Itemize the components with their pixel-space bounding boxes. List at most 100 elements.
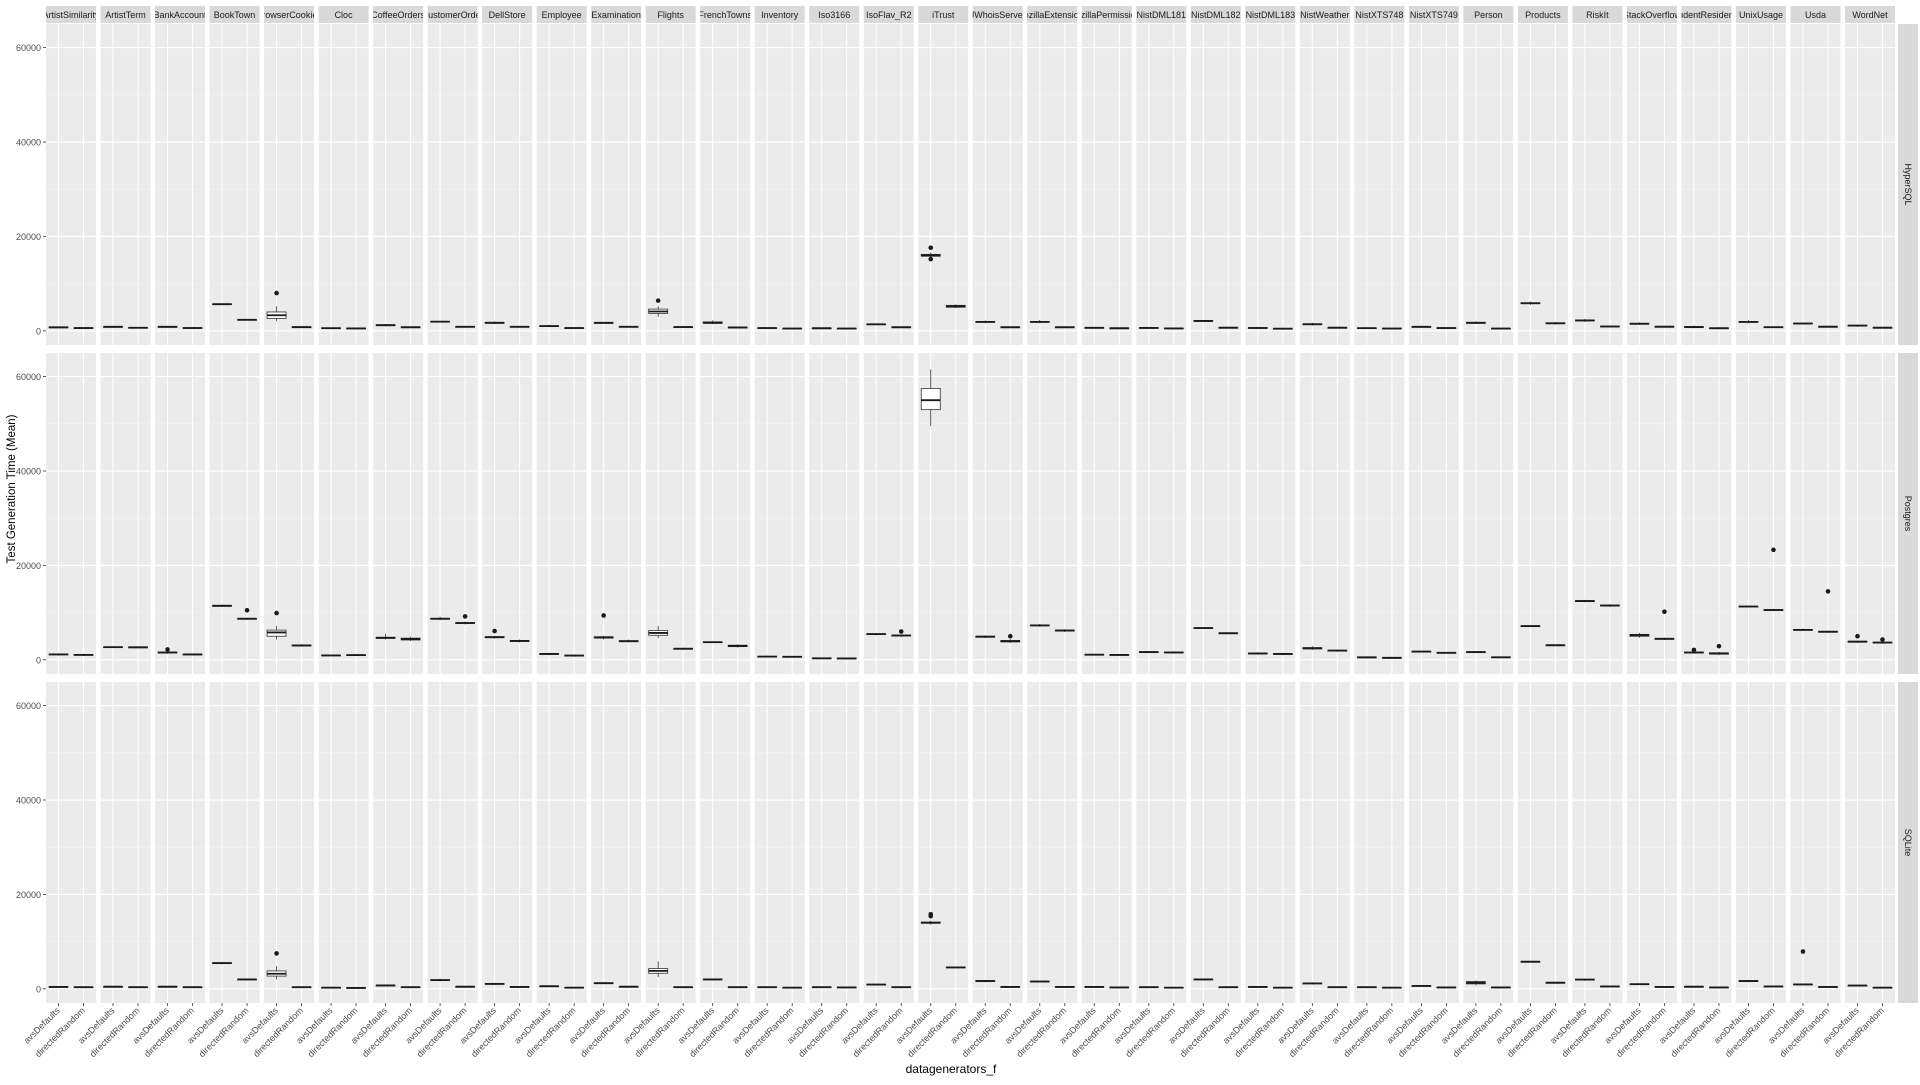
strip-background (918, 6, 969, 23)
box-directedRandom (291, 644, 312, 647)
box-directedRandom (1763, 547, 1784, 612)
panel-Postgres-NistXTS748 (1354, 353, 1405, 674)
strip-background (645, 6, 696, 23)
strip-label: Inventory (761, 10, 799, 20)
strip-label: iTrust (932, 10, 955, 20)
strip-label: JWhoisServer (970, 10, 1026, 20)
panel-HyperSQL-Person (1463, 24, 1514, 345)
box-directedRandom (455, 985, 476, 988)
box-directedRandom (1872, 986, 1893, 989)
panel-background (155, 24, 206, 345)
box-directedRandom (400, 326, 421, 329)
box-directedRandom (237, 318, 257, 321)
panel-SQLite-BankAccount (155, 682, 206, 1003)
box-avsDefaults (1302, 982, 1323, 985)
panel-background (482, 24, 533, 345)
box-avsDefaults (757, 986, 778, 989)
row-strip-SQLite: SQLite (1898, 682, 1918, 1003)
panel-background (1081, 353, 1132, 674)
strip-background (264, 6, 315, 23)
strip-background (427, 6, 478, 23)
box-directedRandom (836, 327, 857, 330)
box-directedRandom (1600, 325, 1620, 328)
outlier-point (492, 628, 497, 634)
box-avsDefaults (1629, 322, 1650, 325)
box-directedRandom (1163, 986, 1184, 989)
panel-HyperSQL-StackOverflow (1626, 24, 1677, 345)
box-avsDefaults (702, 978, 723, 981)
box-avsDefaults (48, 985, 69, 988)
box-body (920, 388, 941, 411)
box-avsDefaults (1356, 656, 1377, 659)
panel-background (1844, 682, 1895, 1003)
box-directedRandom (1872, 637, 1893, 644)
panel-HyperSQL-MozillaPermissions (1081, 24, 1132, 345)
panel-Postgres-Cloc (318, 353, 369, 674)
strip-label: Person (1474, 10, 1503, 20)
panel-SQLite-WordNet (1844, 682, 1895, 1003)
box-avsDefaults (920, 369, 941, 427)
panel-background (1790, 682, 1841, 1003)
strip-background (1245, 6, 1296, 23)
strip-background (754, 6, 805, 23)
box-directedRandom (727, 644, 748, 648)
panel-SQLite-IsoFlav_R2 (863, 682, 914, 1003)
strip-iTrust: iTrust (918, 6, 969, 23)
box-directedRandom (509, 985, 530, 988)
panel-Postgres-Usda (1790, 353, 1841, 674)
panel-background (1081, 24, 1132, 345)
strip-NistWeather: NistWeather (1299, 6, 1350, 23)
panel-HyperSQL-NistDML181 (1136, 24, 1187, 345)
strip-background (1790, 6, 1841, 23)
panel-Postgres-NistWeather (1299, 353, 1350, 674)
x-axis: avsDefaultsdirectedRandomavsDefaultsdire… (22, 1003, 1886, 1059)
box-directedRandom (1709, 643, 1729, 656)
panel-background (1681, 24, 1732, 345)
box-directedRandom (945, 966, 966, 969)
panel-Postgres-JWhoisServer (972, 353, 1023, 674)
panel-background (1626, 24, 1677, 345)
box-avsDefaults (648, 961, 669, 978)
strip-label: UnixUsage (1739, 10, 1783, 20)
box-avsDefaults (157, 325, 178, 328)
box-avsDefaults (1738, 605, 1759, 608)
box-avsDefaults (321, 986, 341, 989)
strip-NistXTS748: NistXTS748 (1354, 6, 1405, 23)
panel-background (536, 682, 587, 1003)
box-directedRandom (455, 325, 476, 328)
panel-background (1626, 353, 1677, 674)
y-tick-label: 40000 (16, 796, 41, 806)
box-avsDefaults (1793, 322, 1813, 325)
strip-label: Cloc (335, 10, 354, 20)
box-directedRandom (1054, 629, 1075, 632)
box-directedRandom (1381, 327, 1402, 330)
box-directedRandom (618, 985, 639, 988)
box-directedRandom (564, 327, 585, 329)
panel-background (1027, 682, 1078, 1003)
outlier-point (601, 613, 606, 618)
box-directedRandom (1109, 327, 1130, 330)
box-directedRandom (1709, 327, 1729, 330)
panel-background (645, 24, 696, 345)
panel-background (1517, 682, 1568, 1003)
box-avsDefaults (1793, 628, 1813, 632)
box-directedRandom (1818, 985, 1838, 988)
strip-background (1081, 6, 1132, 23)
box-directedRandom (1218, 632, 1239, 635)
box-avsDefaults (1193, 627, 1214, 629)
panel-background (155, 353, 206, 674)
box-avsDefaults (1793, 949, 1813, 986)
strip-background (1027, 6, 1078, 23)
box-directedRandom (673, 986, 694, 989)
strip-MozillaExtensions: MozillaExtensions (1027, 6, 1078, 23)
box-avsDefaults (375, 984, 396, 987)
panel-SQLite-iTrust (918, 682, 969, 1003)
strip-label: FrenchTowns (698, 10, 752, 20)
panel-SQLite-NistWeather (1299, 682, 1350, 1003)
box-directedRandom (1000, 985, 1021, 988)
panel-background (1299, 682, 1350, 1003)
box-directedRandom (1545, 321, 1566, 325)
panel-background (1299, 353, 1350, 674)
panel-background (1517, 24, 1568, 345)
panel-background (1408, 682, 1459, 1003)
